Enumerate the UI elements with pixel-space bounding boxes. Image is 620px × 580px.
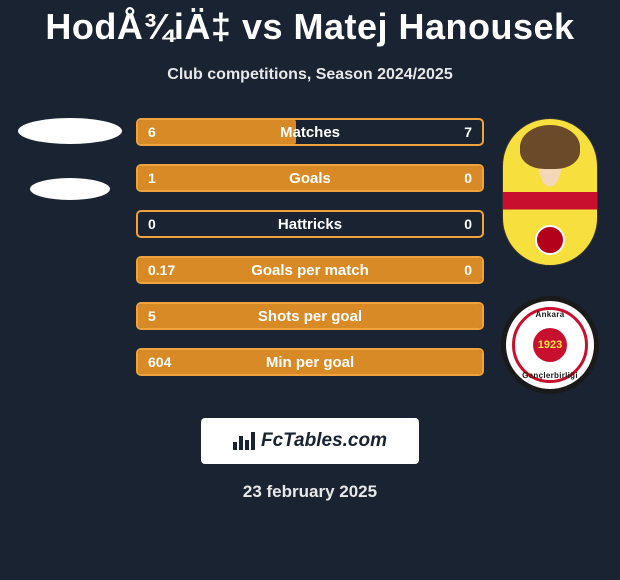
stat-value-right: 7 (464, 124, 472, 140)
stat-label: Goals per match (251, 262, 369, 279)
stat-row: 0.17 Goals per match 0 (136, 256, 484, 284)
stat-row: 6 Matches 7 (136, 118, 484, 146)
stat-value-left: 0 (148, 216, 156, 232)
club-logo-top-text: Ankara (536, 310, 565, 319)
right-player-column: Ankara 1923 Gençlerbirliği (490, 118, 610, 394)
stat-row: 604 Min per goal (136, 348, 484, 376)
stat-value-right: 0 (464, 262, 472, 278)
club-logo-bottom-text: Gençlerbirliği (522, 371, 578, 380)
stat-row: 0 Hattricks 0 (136, 210, 484, 238)
page-subtitle: Club competitions, Season 2024/2025 (10, 66, 610, 84)
stat-label: Shots per goal (258, 308, 362, 325)
club-logo: Ankara 1923 Gençlerbirliği (501, 296, 599, 394)
stat-row: 1 Goals 0 (136, 164, 484, 192)
footer-brand-badge[interactable]: FcTables.com (201, 418, 419, 464)
footer-date: 23 february 2025 (10, 482, 610, 502)
stat-value-left: 5 (148, 308, 156, 324)
stat-value-left: 6 (148, 124, 156, 140)
stat-fill (138, 120, 296, 144)
placeholder-ellipse (18, 118, 122, 144)
stat-value-right: 0 (464, 216, 472, 232)
stat-value-right: 0 (464, 170, 472, 186)
stat-label: Matches (280, 124, 340, 141)
chart-icon (233, 432, 255, 450)
stat-value-left: 604 (148, 354, 171, 370)
stat-label: Min per goal (266, 354, 354, 371)
stat-row: 5 Shots per goal (136, 302, 484, 330)
page-title: HodÅ¾iÄ‡ vs Matej Hanousek (10, 0, 610, 48)
stat-value-left: 1 (148, 170, 156, 186)
stat-label: Goals (289, 170, 331, 187)
left-player-column (10, 118, 130, 200)
stat-label: Hattricks (278, 216, 342, 233)
stat-value-left: 0.17 (148, 262, 175, 278)
stat-bars: 6 Matches 7 1 Goals 0 0 Hattricks 0 0.17 Goals per… (136, 118, 484, 376)
player-photo (502, 118, 598, 266)
placeholder-ellipse-small (30, 178, 110, 200)
brand-text: FcTables.com (261, 430, 387, 452)
comparison-content: 6 Matches 7 1 Goals 0 0 Hattricks 0 0.17 Goals per… (10, 118, 610, 394)
